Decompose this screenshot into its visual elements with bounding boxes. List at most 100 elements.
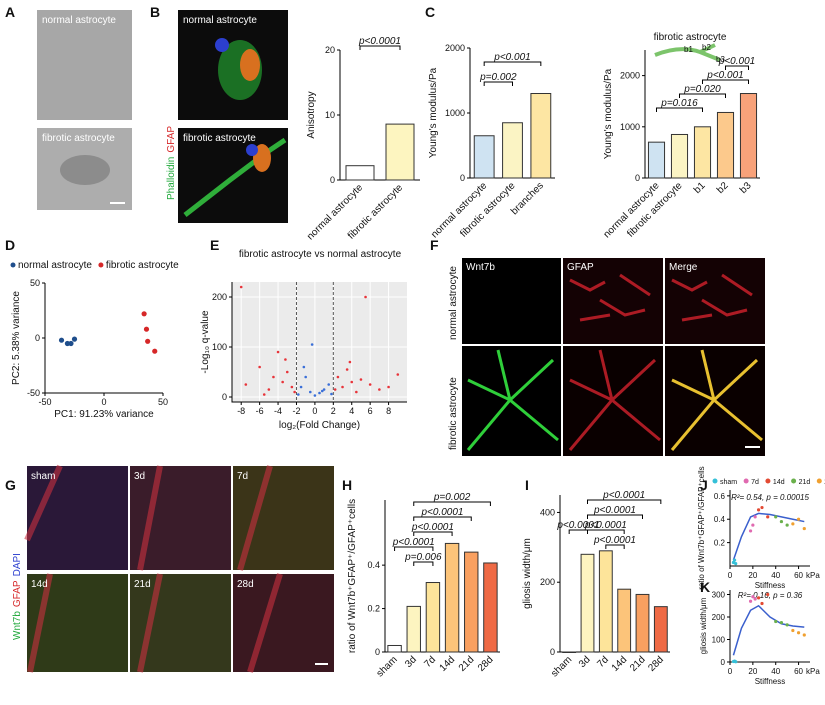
y-tick-label: 0.4 xyxy=(714,515,726,524)
point xyxy=(774,619,778,624)
x-tick-label: sham xyxy=(549,654,574,679)
point xyxy=(368,383,372,386)
legend-label: 14d xyxy=(773,479,785,486)
point xyxy=(304,375,307,379)
x-tick-label: 3d xyxy=(577,654,593,670)
point xyxy=(774,515,778,519)
bracket xyxy=(679,93,726,98)
point xyxy=(359,378,363,381)
point xyxy=(753,515,757,519)
y-tick-label: 50 xyxy=(30,278,40,288)
point xyxy=(333,388,337,391)
panel-letter: B xyxy=(150,4,160,20)
x-axis-label: Stiffness xyxy=(755,581,786,590)
column-label: GFAP xyxy=(567,262,594,273)
bar xyxy=(483,562,498,653)
nucleus xyxy=(215,38,229,52)
cell-cluster xyxy=(60,155,110,185)
point xyxy=(330,392,333,396)
point xyxy=(302,365,306,369)
p-value: p<0.001 xyxy=(718,56,755,67)
panel-letter: C xyxy=(425,4,435,20)
y-tick-label: 100 xyxy=(712,636,726,645)
point xyxy=(756,508,761,512)
legend-label: fibrotic astrocyte xyxy=(106,260,179,271)
point xyxy=(71,336,78,342)
point xyxy=(327,383,331,386)
point xyxy=(318,391,321,395)
bracket xyxy=(413,516,472,521)
x-tick-label: 21d xyxy=(457,654,477,674)
point xyxy=(796,631,801,635)
x-tick-label: 3d xyxy=(403,654,419,670)
axis xyxy=(729,490,810,567)
chart-subtitle: fibrotic astrocyte xyxy=(654,32,727,43)
x-unit: kPa xyxy=(806,571,820,580)
y-axis-label: Young's modulus/Pa xyxy=(603,68,614,159)
y-tick-label: 100 xyxy=(212,342,227,352)
cell-process xyxy=(183,137,287,217)
point xyxy=(299,385,303,389)
x-axis-label: Stiffness xyxy=(755,677,786,686)
y-tick-label: 300 xyxy=(712,591,726,600)
point xyxy=(267,388,271,391)
y-tick-label: 10 xyxy=(325,110,335,120)
bracket xyxy=(605,544,625,549)
legend-label: sham xyxy=(720,479,737,486)
x-tick-label: b3 xyxy=(738,180,754,196)
x-tick-label: 14d xyxy=(438,654,458,674)
micrograph xyxy=(665,258,765,344)
stat-note: R²= 0.16, p = 0.36 xyxy=(738,591,803,600)
y-tick-label: 0.4 xyxy=(367,560,380,570)
y-tick-label: 0 xyxy=(550,647,555,657)
point xyxy=(258,365,261,369)
bar xyxy=(716,111,735,179)
panel-letter: F xyxy=(430,237,439,253)
panel-letter: H xyxy=(342,477,352,493)
point xyxy=(748,599,753,603)
point xyxy=(734,660,738,664)
stain: Phalloidin xyxy=(166,157,177,200)
y-axis-label: gliosis width/μm xyxy=(522,538,533,609)
y-tick-label: 0 xyxy=(460,173,465,183)
point xyxy=(802,633,806,637)
p-value: p=0.002 xyxy=(479,72,517,83)
x-tick-label: 28d xyxy=(476,654,496,674)
x-tick-label: -4 xyxy=(274,406,282,416)
image-label: normal astrocyte xyxy=(183,15,257,26)
legend-marker xyxy=(816,478,822,484)
micrograph xyxy=(233,574,334,672)
bar xyxy=(385,123,415,181)
point xyxy=(779,621,784,625)
image-label: 7d xyxy=(237,471,248,482)
legend-label: 21d xyxy=(799,479,811,486)
x-tick-label: 40 xyxy=(771,667,780,676)
wnt7b-cells xyxy=(466,349,559,451)
gfap-cells xyxy=(568,273,753,451)
x-tick-label: 2 xyxy=(331,406,336,416)
point xyxy=(732,558,737,562)
p-value: p<0.0001 xyxy=(593,505,636,516)
y-tick-label: 0 xyxy=(222,392,227,402)
bar xyxy=(502,122,523,179)
bar xyxy=(387,644,402,653)
bar xyxy=(345,165,375,181)
point xyxy=(785,523,789,527)
bracket xyxy=(725,65,749,70)
cell xyxy=(240,49,260,81)
bar xyxy=(670,133,689,179)
p-value: p<0.0001 xyxy=(584,520,627,531)
micrograph xyxy=(233,466,334,570)
point xyxy=(341,385,344,389)
bracket xyxy=(413,561,434,566)
point xyxy=(239,285,243,289)
point xyxy=(802,526,806,531)
bar xyxy=(653,606,668,653)
bar xyxy=(693,126,712,179)
y-tick-label: 1000 xyxy=(620,122,640,132)
column-label: Merge xyxy=(669,262,698,273)
stain: Wnt7b xyxy=(12,611,23,640)
bar xyxy=(562,651,577,653)
y-tick-label: 0 xyxy=(721,658,726,667)
point xyxy=(796,517,801,521)
